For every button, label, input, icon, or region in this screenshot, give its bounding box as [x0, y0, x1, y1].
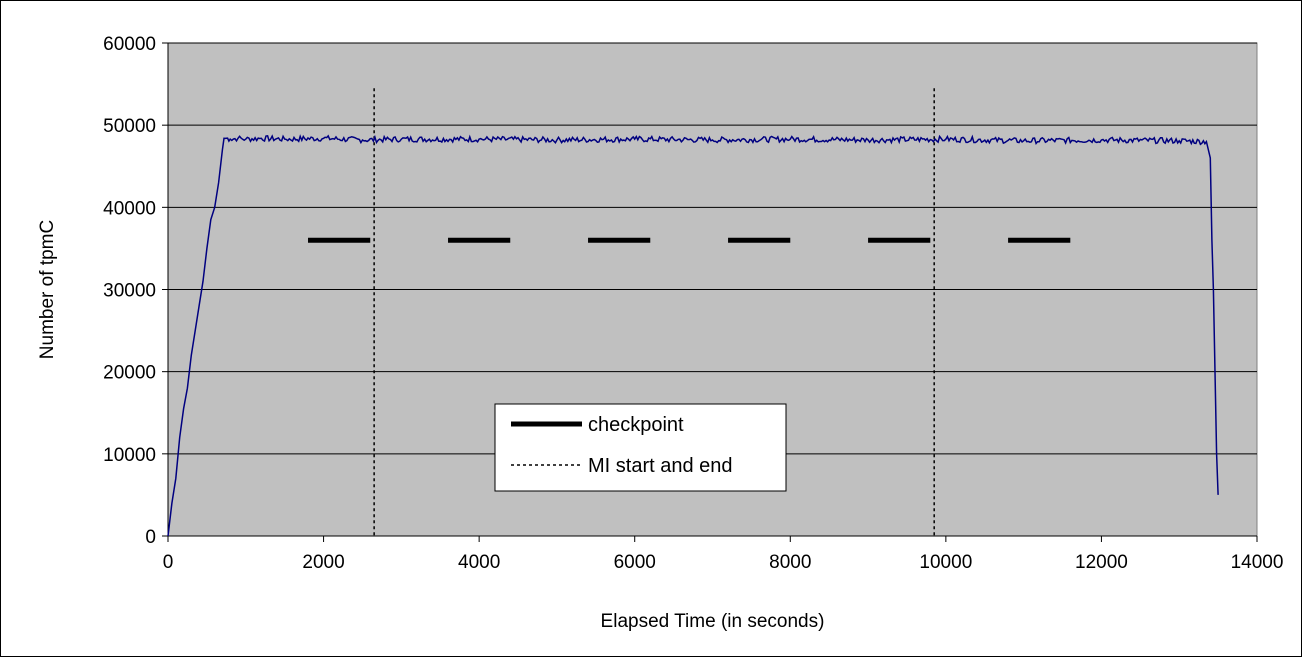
- axes: [167, 43, 1257, 537]
- y-tick-label-50000: 50000: [103, 116, 156, 137]
- x-tick-label-4000: 4000: [458, 552, 500, 573]
- y-tick-label-60000: 60000: [103, 34, 156, 55]
- x-tick-label-0: 0: [163, 552, 174, 573]
- legend: checkpoint MI start and end: [494, 403, 787, 492]
- legend-box: [494, 403, 787, 492]
- y-tick-label-20000: 20000: [103, 363, 156, 384]
- x-tick-labels: 0 2000 4000 6000 8000 10000 12000 14000: [163, 552, 1284, 573]
- x-tick-label-10000: 10000: [919, 552, 972, 573]
- y-tick-label-30000: 30000: [103, 281, 156, 302]
- legend-mi-label: MI start and end: [588, 455, 733, 477]
- legend-checkpoint-label: checkpoint: [588, 414, 684, 436]
- y-tick-labels: 0 10000 20000 30000 40000 50000 60000: [103, 34, 156, 548]
- y-tick-label-40000: 40000: [103, 198, 156, 219]
- x-tick-label-2000: 2000: [302, 552, 344, 573]
- tpmc-series-line: [167, 134, 1219, 537]
- y-tick-label-0: 0: [145, 527, 156, 548]
- mi-start-end-lines: [373, 88, 935, 536]
- x-tick-label-6000: 6000: [614, 552, 656, 573]
- y-axis-title: Number of tpmC: [37, 220, 58, 359]
- x-tick-label-8000: 8000: [769, 552, 811, 573]
- x-tick-label-14000: 14000: [1231, 552, 1284, 573]
- y-tick-label-10000: 10000: [103, 445, 156, 466]
- x-tick-label-12000: 12000: [1075, 552, 1128, 573]
- x-axis-title: Elapsed Time (in seconds): [601, 611, 825, 632]
